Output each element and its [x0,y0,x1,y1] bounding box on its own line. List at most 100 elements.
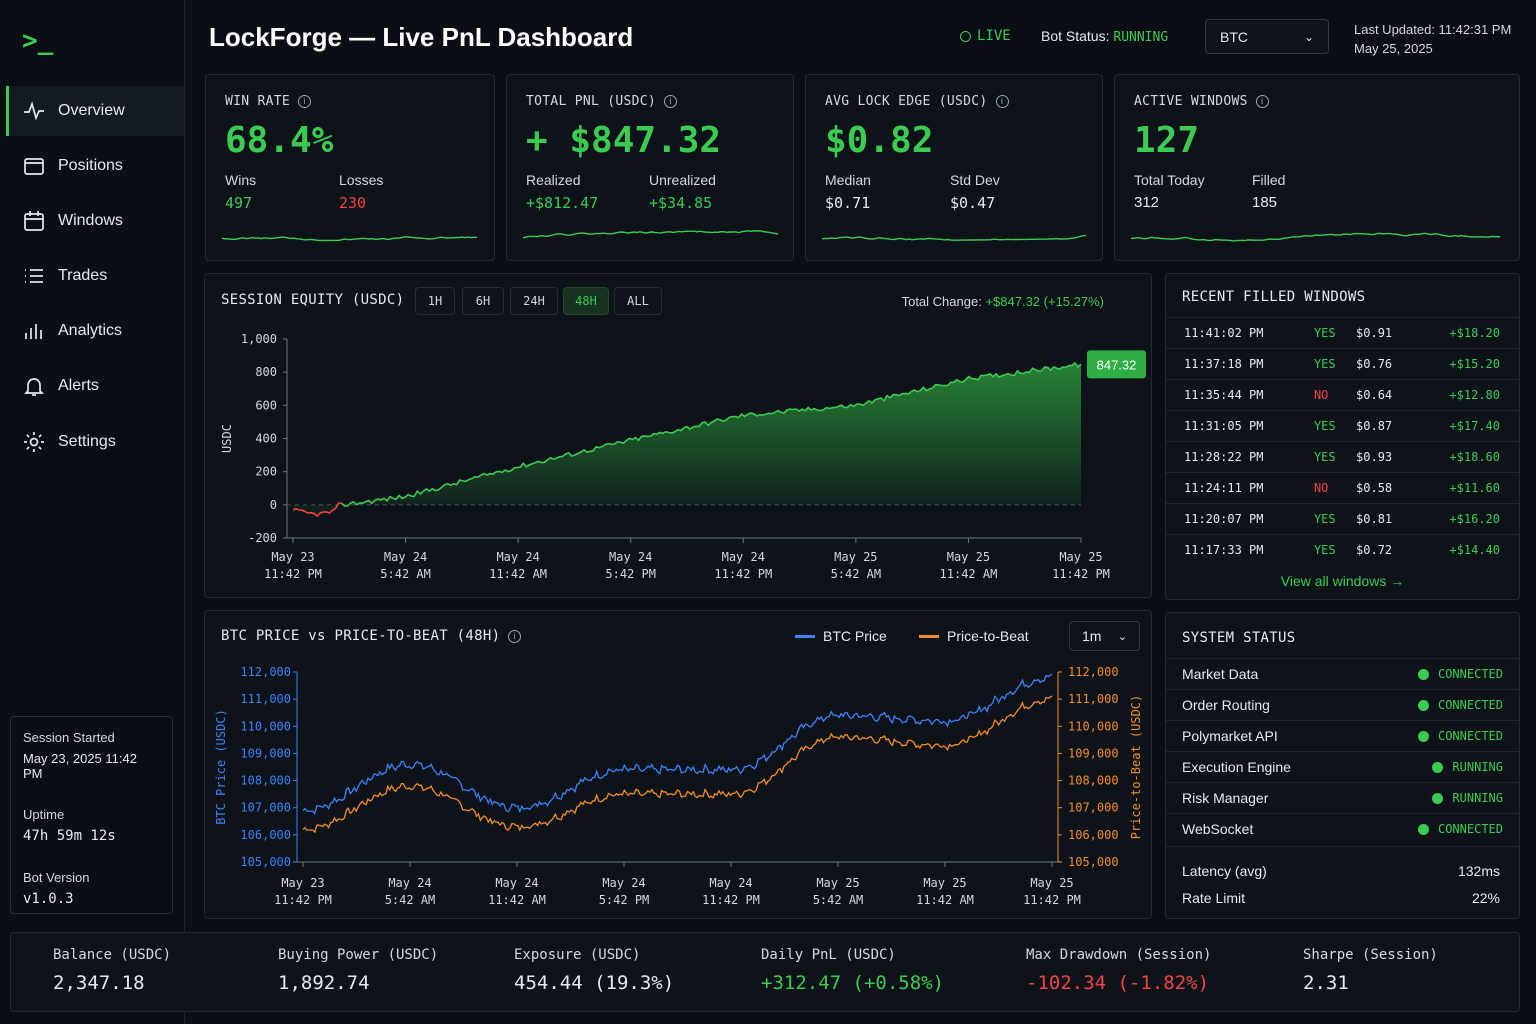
x-tick-label: May 24 [388,876,431,890]
status-dot-icon [1432,761,1444,773]
fill-time: 11:20:07 PM [1166,503,1310,535]
recent-title: RECENT FILLED WINDOWS [1182,289,1366,305]
service-status: RUNNING [1432,760,1503,774]
table-row[interactable]: 11:20:07 PM YES $0.81 +$16.20 [1166,503,1519,535]
sparkline-path [222,236,477,242]
status-dot-icon [1417,823,1429,835]
uptime-label: Uptime [23,807,65,822]
info-icon[interactable]: i [664,95,678,108]
bot-status-value: RUNNING [1113,30,1169,45]
kpi-title: TOTAL PNL (USDC) [526,94,657,109]
live-indicator: LIVE [960,28,1011,44]
stat-label: Daily PnL (USDC) [761,947,896,963]
stat-label: Max Drawdown (Session) [1026,947,1212,963]
fill-pnl: +$15.20 [1414,348,1519,380]
nav-label: Positions [58,157,123,174]
range-48h-button[interactable]: 48H [563,287,609,315]
kpi-active-windows: ACTIVE WINDOWS i 127 Total Today 312 Fill… [1114,74,1520,261]
table-row[interactable]: 11:37:18 PM YES $0.76 +$15.20 [1166,348,1519,380]
kpi-sparkline [1131,232,1501,242]
stat-sharpe: Sharpe (Session) 2.31 [1303,947,1438,994]
range-6h-button[interactable]: 6H [462,287,504,315]
recent-table: 11:41:02 PM YES $0.91 +$18.20 11:37:18 PM YES… [1166,317,1519,566]
service-status-text: CONNECTED [1437,729,1503,743]
x-tick-label: May 24 [709,876,752,890]
kpi-sparkline [822,234,1086,241]
x-tick-label: May 25 [947,550,990,564]
kpi-sub-label: Wins [225,172,257,188]
x-tick-label: 5:42 AM [831,567,882,581]
range-all-button[interactable]: ALL [614,287,662,315]
status-dot-icon [1417,730,1429,742]
table-row[interactable]: 11:28:22 PM YES $0.93 +$18.60 [1166,441,1519,473]
view-all-windows-link[interactable]: View all windows → [1280,573,1405,589]
legend-label: Price-to-Beat [947,628,1029,644]
nav-item-settings[interactable]: Settings [6,417,184,467]
kpi-value: + $847.32 [526,120,722,161]
range-24h-button[interactable]: 24H [510,287,558,315]
y-tick-label: 800 [255,365,277,379]
info-icon[interactable]: i [1255,95,1269,108]
table-row[interactable]: 11:24:11 PM NO $0.58 +$11.60 [1166,472,1519,504]
equity-chart: 1,000 800 600 400 200 0 -200 USDC May 23 11:42 PM… [220,332,1146,581]
table-row[interactable]: 11:31:05 PM YES $0.87 +$17.40 [1166,410,1519,442]
system-status-row: WebSocket CONNECTED [1166,813,1519,844]
y-tick-label-right: 111,000 [1068,692,1119,706]
fill-side: YES [1309,534,1353,566]
table-row[interactable]: 11:41:02 PM YES $0.91 +$18.20 [1166,317,1519,349]
system-status-row: Polymarket API CONNECTED [1166,720,1519,751]
info-icon[interactable]: i [995,95,1009,108]
calendar-icon [24,211,44,231]
btc-price-panel: BTC PRICE vs PRICE-TO-BEAT (48H) i BTC Pr… [204,610,1152,919]
live-label: LIVE [977,28,1011,44]
fill-side: NO [1309,472,1353,504]
y-tick-label-left: 105,000 [240,855,291,869]
y-axis-label-right: Price-to-Beat (USDC) [1129,695,1143,840]
kpi-sub-value: 185 [1252,194,1278,211]
last-updated: Last Updated: 11:42:31 PM May 25, 2025 [1354,20,1511,58]
info-icon[interactable]: i [298,95,312,108]
sparkline-path [822,234,1086,241]
current-value-badge [1087,350,1146,379]
fill-price: $0.58 [1352,472,1415,504]
service-status: CONNECTED [1417,729,1503,743]
table-row[interactable]: 11:35:44 PM NO $0.64 +$12.80 [1166,379,1519,411]
x-tick-label: 11:42 PM [714,567,772,581]
kpi-win-rate: WIN RATE i 68.4% Wins 497 Losses 230 [205,74,495,261]
y-tick-label: 1,000 [241,332,277,346]
x-tick-label: 5:42 AM [380,567,431,581]
equity-line [340,361,1082,507]
nav-item-positions[interactable]: Positions [6,141,184,191]
nav-item-overview[interactable]: Overview [6,86,184,136]
info-icon[interactable]: i [508,629,522,643]
x-tick-label: 11:42 PM [1052,567,1110,581]
bar-chart-icon [25,324,42,339]
nav-label: Settings [58,433,116,450]
session-started-label: Session Started [23,730,115,745]
system-status-row: Order Routing CONNECTED [1166,689,1519,720]
nav-label: Analytics [58,322,123,339]
fill-price: $0.91 [1352,317,1415,349]
service-name: WebSocket [1182,821,1254,837]
nav-item-alerts[interactable]: Alerts [6,361,184,411]
table-row[interactable]: 11:17:33 PM YES $0.72 +$14.40 [1166,534,1519,566]
nav-item-analytics[interactable]: Analytics [6,306,184,356]
nav-item-trades[interactable]: Trades [6,251,184,301]
x-tick-label: 11:42 AM [940,567,998,581]
nav-item-windows[interactable]: Windows [6,196,184,246]
last-updated-date: May 25, 2025 [1354,41,1433,56]
asset-select[interactable]: BTC ⌄ [1205,19,1329,54]
fill-pnl: +$18.20 [1414,317,1519,349]
fill-side: YES [1309,317,1353,349]
interval-select[interactable]: 1m ⌄ [1069,621,1140,651]
x-tick-label: May 24 [384,550,427,564]
y-tick-label-right: 105,000 [1068,855,1119,869]
service-name: Polymarket API [1182,728,1278,744]
y-tick-label-left: 110,000 [240,719,291,733]
y-tick-label: 600 [255,398,277,412]
range-1h-button[interactable]: 1H [415,287,455,315]
uptime-value: 47h 59m 12s [23,828,116,844]
kpi-total-pnl: TOTAL PNL (USDC) i + $847.32 Realized +$8… [506,74,794,261]
gear-icon [24,432,44,452]
status-dot-icon [1417,668,1429,680]
